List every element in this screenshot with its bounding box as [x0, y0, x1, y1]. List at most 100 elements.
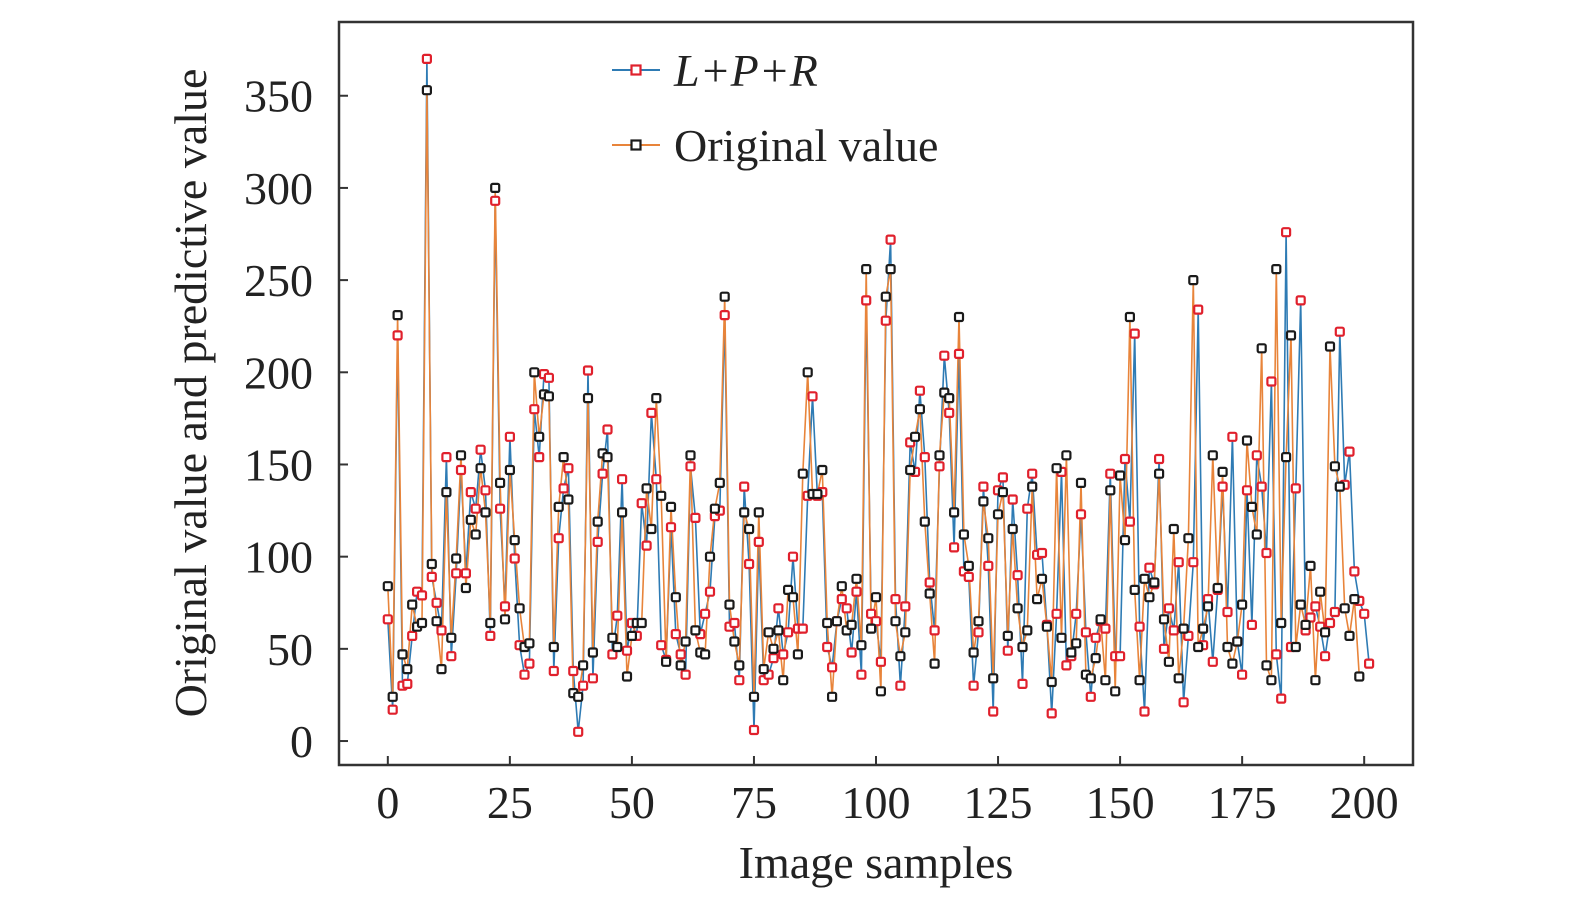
point-orig [616, 507, 628, 518]
point-pred [1241, 485, 1253, 496]
point-orig [1212, 582, 1223, 594]
point-pred [739, 481, 750, 492]
point-orig [1324, 341, 1336, 352]
point-pred [983, 560, 994, 572]
point-pred [885, 234, 896, 245]
point-orig [582, 393, 594, 404]
point-pred [675, 649, 686, 660]
point-pred [1271, 649, 1282, 660]
point-orig [436, 663, 447, 675]
point-orig [1119, 534, 1131, 546]
point-orig [685, 450, 696, 461]
point-orig [1105, 485, 1116, 496]
point-orig [592, 516, 603, 527]
point-orig [729, 636, 740, 647]
point-pred [924, 577, 935, 588]
point-pred [1134, 621, 1145, 632]
point-orig [851, 573, 862, 584]
point-pred [680, 669, 691, 680]
point-orig [1036, 573, 1048, 584]
point-pred [1119, 453, 1131, 465]
point-orig [607, 632, 618, 643]
point-pred [519, 669, 530, 680]
point-pred [597, 468, 608, 479]
point-pred [1349, 566, 1360, 577]
point-orig [1124, 311, 1136, 323]
point-pred [460, 568, 471, 579]
point-orig [1310, 675, 1321, 686]
point-pred [861, 295, 872, 306]
point-orig [612, 641, 623, 653]
point-orig [885, 264, 896, 275]
point-orig [441, 487, 452, 498]
point-orig [865, 623, 877, 634]
x-tick-label: 100 [842, 777, 911, 828]
point-orig [836, 581, 847, 592]
point-pred [1290, 483, 1301, 494]
point-pred [509, 553, 520, 564]
point-pred [1022, 503, 1033, 514]
point-pred [1090, 632, 1101, 643]
point-orig [553, 501, 564, 512]
point-pred [573, 726, 584, 737]
point-pred [490, 195, 501, 206]
point-pred [934, 461, 945, 472]
point-pred [1227, 431, 1238, 442]
point-orig [1095, 614, 1106, 625]
point-orig [1183, 533, 1194, 544]
point-pred [1027, 468, 1038, 479]
point-pred [1002, 645, 1013, 656]
point-orig [1007, 523, 1018, 535]
point-orig [753, 507, 764, 518]
point-orig [392, 310, 403, 321]
point-orig [1300, 619, 1311, 631]
point-pred [988, 706, 999, 717]
point-pred [1085, 691, 1096, 702]
point-pred [1222, 606, 1233, 618]
point-orig [968, 647, 979, 658]
point-orig [460, 582, 471, 594]
point-orig [739, 507, 750, 518]
point-pred [636, 498, 647, 509]
point-orig [495, 477, 506, 488]
point-pred [753, 536, 764, 548]
point-orig [470, 529, 481, 540]
point-orig [890, 616, 901, 627]
point-pred [592, 536, 603, 548]
point-pred [1075, 509, 1087, 520]
point-pred [1359, 608, 1370, 619]
x-tick-label: 75 [731, 777, 777, 828]
point-pred [641, 540, 652, 551]
legend-swatch-marker-2 [630, 139, 642, 151]
point-orig [978, 496, 989, 507]
point-orig [1144, 592, 1155, 603]
point-pred [1173, 557, 1184, 568]
point-orig [1315, 586, 1326, 597]
point-orig [504, 464, 515, 476]
point-orig [1168, 523, 1179, 535]
point-pred [797, 623, 808, 634]
point-orig [1285, 330, 1297, 341]
point-orig [534, 431, 545, 442]
point-orig [1222, 641, 1233, 653]
point-orig [1153, 468, 1165, 479]
point-orig [543, 391, 555, 402]
point-pred [612, 610, 623, 621]
point-orig [1319, 627, 1331, 638]
point-pred [646, 407, 657, 418]
point-pred [880, 315, 891, 326]
point-pred [968, 680, 979, 691]
point-orig [734, 660, 745, 671]
point-pred [826, 662, 838, 673]
legend-label-1: L+P+R [673, 45, 818, 96]
point-pred [699, 608, 711, 619]
point-orig [1149, 577, 1160, 588]
point-orig [1173, 673, 1184, 684]
point-pred [1168, 625, 1179, 636]
point-orig [626, 630, 638, 642]
point-pred [1139, 706, 1150, 717]
y-tick-label: 100 [244, 532, 313, 583]
point-orig [743, 523, 755, 535]
point-pred [1061, 660, 1072, 671]
point-pred [451, 568, 462, 579]
